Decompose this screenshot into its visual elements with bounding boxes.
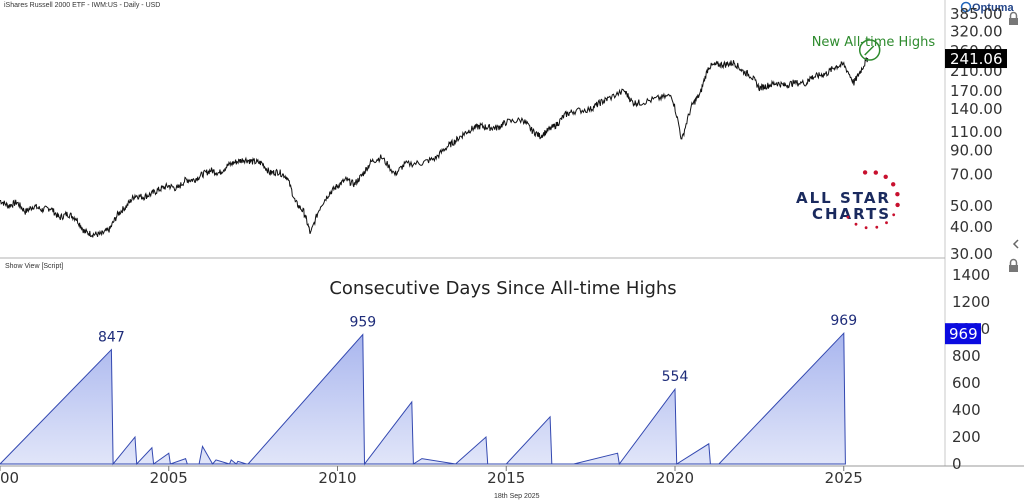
instrument-header: iShares Russell 2000 ETF - IWM:US - Dail…	[4, 2, 160, 9]
days-since-ath-area	[0, 331, 846, 466]
brand-star	[895, 192, 900, 197]
chevron-left-icon[interactable]	[1012, 239, 1019, 249]
brand-star	[846, 215, 850, 219]
brand-star	[875, 225, 879, 229]
days-since-ath-chart: Consecutive Days Since All-time Highs 0 20…	[0, 266, 990, 487]
lock-shackle	[1009, 258, 1018, 265]
footer-date: 18th Sep 2025	[494, 493, 540, 500]
year-tick-label: 2020	[656, 469, 694, 487]
area-tick-label: 600	[952, 374, 981, 392]
brand-line-2: CHARTS	[812, 205, 891, 223]
brand-stars-icon	[846, 170, 900, 230]
year-tick-label: 2005	[150, 469, 188, 487]
lock-icon	[1009, 18, 1018, 25]
brand-star	[891, 182, 896, 187]
price-tick-label: 50.00	[950, 197, 993, 215]
all-time-high-circle	[858, 39, 881, 61]
year-tick-label: 2000	[0, 469, 19, 487]
price-last-value: 241.06	[950, 50, 1003, 68]
price-tick-label: 320.00	[950, 22, 1003, 40]
year-tick-label: 2025	[825, 469, 863, 487]
optuma-logo: Optuma	[960, 1, 1014, 14]
brand-star	[864, 226, 868, 230]
brand-line-1: ALL STAR	[796, 189, 891, 207]
area-tick-label: 0	[952, 455, 962, 473]
year-tick-label: 2010	[318, 469, 356, 487]
peak-label: 847	[98, 330, 125, 346]
optuma-logo-text: Optuma	[972, 2, 1014, 14]
brand-badge: ALL STAR CHARTS	[796, 170, 900, 230]
lock-icon-top[interactable]	[1009, 11, 1018, 25]
lower-panel-label: Show View [Script]	[5, 263, 63, 270]
brand-star	[862, 170, 868, 175]
price-tick-label: 170.00	[950, 82, 1003, 100]
peak-label: 969	[830, 313, 857, 329]
brand-star	[854, 222, 858, 226]
price-series-line	[0, 57, 869, 238]
area-last-value-tag	[945, 323, 981, 345]
price-last-value-tag	[945, 49, 1007, 69]
area-tick-label: 400	[952, 401, 981, 419]
price-tick-label: 70.00	[950, 165, 993, 183]
price-tick-label: 40.00	[950, 218, 993, 236]
brand-star	[883, 174, 888, 179]
all-time-high-arrow	[864, 45, 875, 56]
lower-chart-title: Consecutive Days Since All-time Highs	[329, 278, 676, 299]
area-tick-label: 200	[952, 428, 981, 446]
lock-shackle	[1009, 11, 1018, 18]
brand-star	[895, 202, 900, 208]
area-tick-label: 1400	[952, 266, 990, 284]
peak-label: 554	[662, 369, 689, 385]
lock-icon-bottom[interactable]	[1009, 258, 1018, 273]
area-last-value: 969	[949, 325, 978, 343]
brand-star	[885, 221, 888, 225]
peak-label: 959	[349, 315, 376, 331]
year-tick-label: 2015	[487, 469, 525, 487]
lock-icon	[1009, 265, 1018, 272]
price-tick-label: 385.00	[950, 5, 1003, 23]
brand-star	[892, 213, 896, 217]
area-tick-label: 800	[952, 347, 981, 365]
brand-star	[873, 170, 878, 175]
price-tick-label: 90.00	[950, 142, 993, 160]
price-tick-label: 140.00	[950, 100, 1003, 118]
price-tick-label: 30.00	[950, 245, 993, 263]
area-tick-label: 1200	[952, 293, 990, 311]
price-tick-label: 110.00	[950, 123, 1003, 141]
optuma-logo-icon	[960, 1, 972, 13]
all-time-high-annotation: New All-time Highs	[812, 35, 936, 50]
